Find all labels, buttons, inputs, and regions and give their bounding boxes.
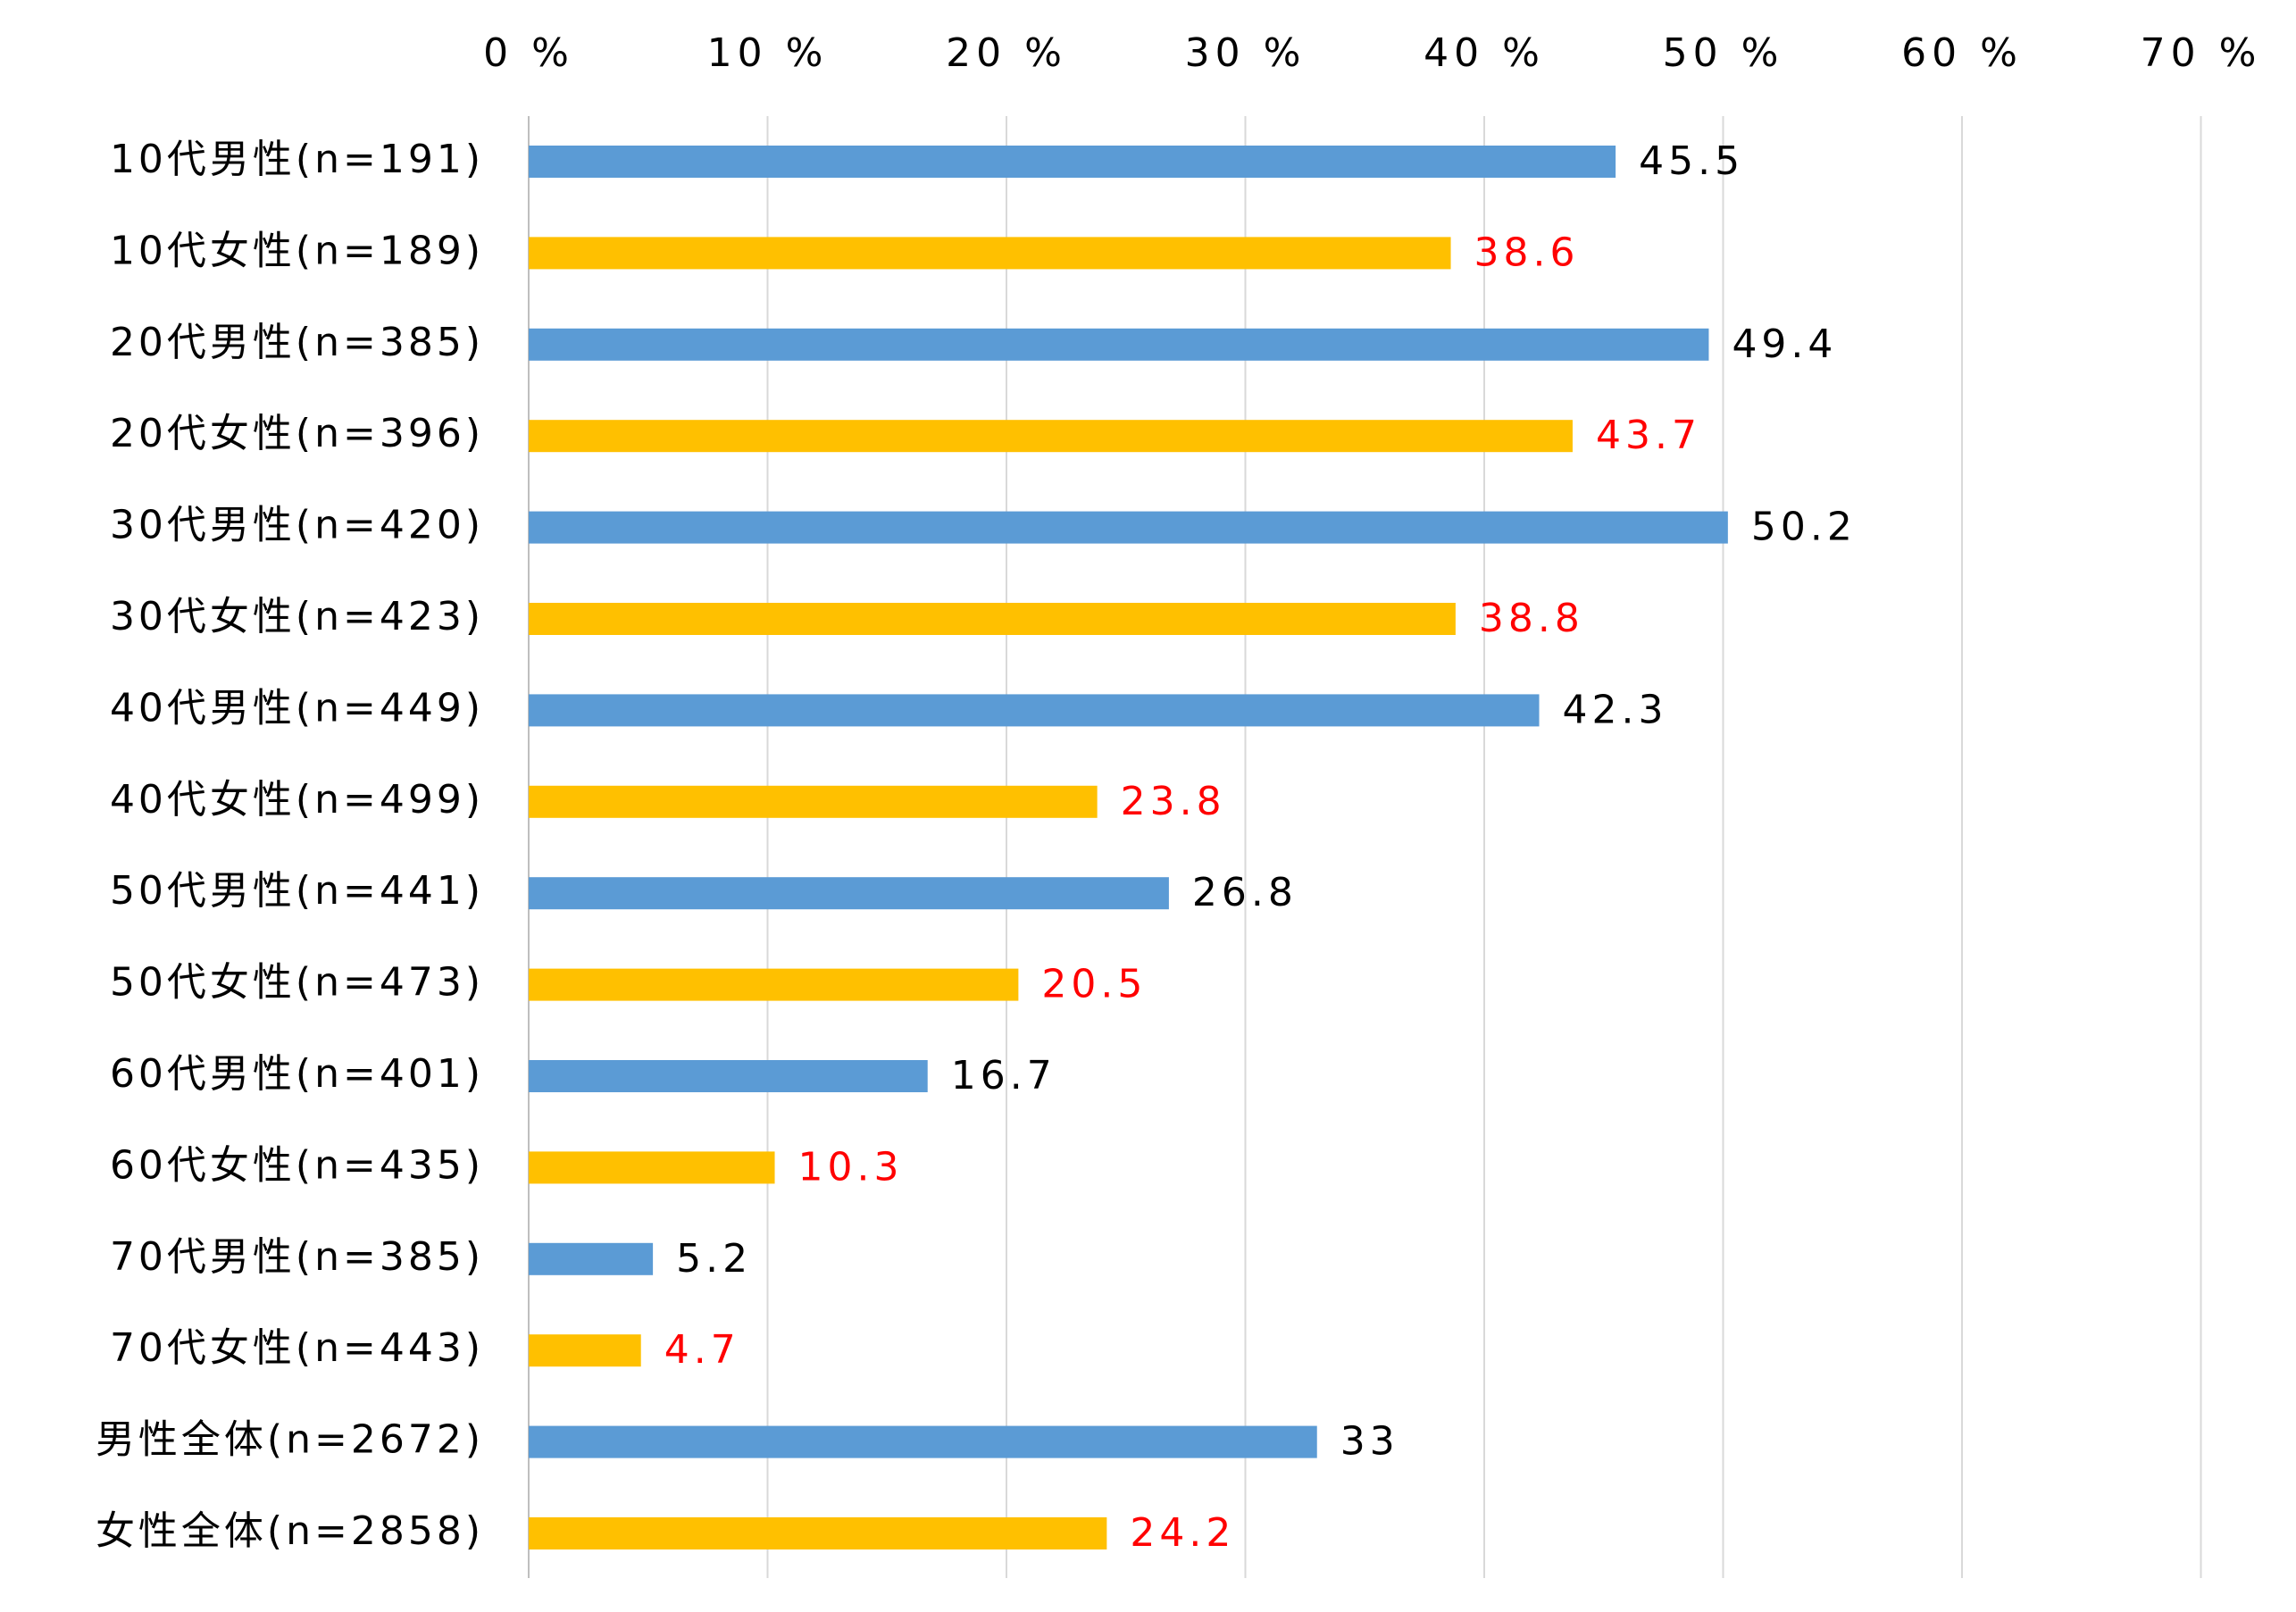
x-tick-label-0: 0 %	[483, 30, 574, 76]
category-label: 20代男性(n=385)	[110, 320, 484, 365]
category-label: 70代男性(n=385)	[110, 1234, 484, 1280]
data-label: 10.3	[798, 1144, 904, 1190]
data-label: 45.5	[1639, 138, 1744, 184]
data-label: 43.7	[1596, 413, 1701, 458]
bars	[529, 146, 1728, 1549]
x-tick-label-20: 20 %	[946, 30, 1067, 76]
category-label: 10代男性(n=191)	[110, 137, 484, 182]
bar-female	[529, 785, 1098, 818]
data-label: 26.8	[1192, 870, 1298, 915]
x-tick-label-40: 40 %	[1424, 30, 1545, 76]
category-label: 40代男性(n=449)	[110, 685, 484, 731]
x-tick-label-30: 30 %	[1185, 30, 1307, 76]
category-label: 60代男性(n=401)	[110, 1051, 484, 1097]
data-label: 38.8	[1479, 596, 1584, 641]
data-label: 42.3	[1563, 687, 1668, 732]
bar-male	[529, 146, 1616, 178]
bar-female	[529, 1334, 641, 1367]
bar-male	[529, 1425, 1317, 1458]
category-label: 30代男性(n=420)	[110, 503, 484, 548]
data-label: 38.6	[1474, 230, 1580, 275]
x-tick-label-70: 70 %	[2141, 30, 2262, 76]
x-axis-tick-labels: 0 % 10 % 20 % 30 % 40 % 50 % 60 % 70 %	[483, 30, 2262, 76]
bar-female	[529, 1517, 1107, 1549]
bar-male	[529, 1242, 654, 1275]
category-label: 女性全体(n=2858)	[96, 1508, 484, 1554]
data-label: 49.4	[1732, 322, 1837, 367]
bar-male	[529, 694, 1540, 727]
x-tick-label-60: 60 %	[1901, 30, 2023, 76]
bar-male	[529, 511, 1728, 544]
bar-female	[529, 420, 1573, 453]
x-tick-label-50: 50 %	[1663, 30, 1784, 76]
data-label: 24.2	[1130, 1510, 1235, 1556]
category-label: 男性全体(n=2672)	[96, 1417, 484, 1463]
category-label: 20代女性(n=396)	[110, 411, 484, 456]
data-label: 16.7	[951, 1053, 1056, 1098]
data-label: 20.5	[1041, 962, 1147, 1007]
data-labels: 45.5 38.6 49.4 43.7 50.2 38.8 42.3 23.8 26.8 20.5…	[664, 138, 1857, 1556]
data-label: 33	[1340, 1419, 1399, 1465]
category-label: 70代女性(n=443)	[110, 1325, 484, 1371]
bar-male	[529, 877, 1169, 910]
category-label: 50代男性(n=441)	[110, 868, 484, 914]
bar-male	[529, 328, 1709, 361]
x-tick-label-10: 10 %	[707, 30, 829, 76]
data-label: 4.7	[664, 1327, 740, 1373]
category-labels: 10代男性(n=191) 10代女性(n=189) 20代男性(n=385) 20代女…	[96, 137, 484, 1554]
data-label: 50.2	[1751, 505, 1857, 550]
bar-male	[529, 1060, 928, 1092]
data-label: 5.2	[676, 1236, 752, 1282]
category-label: 30代女性(n=423)	[110, 594, 484, 639]
bar-female	[529, 603, 1456, 635]
category-label: 10代女性(n=189)	[110, 228, 484, 273]
bar-female	[529, 1151, 775, 1184]
category-label: 40代女性(n=499)	[110, 777, 484, 823]
data-label: 23.8	[1121, 779, 1226, 824]
bar-female	[529, 237, 1451, 270]
bar-female	[529, 968, 1019, 1001]
category-label: 50代女性(n=473)	[110, 960, 484, 1006]
category-label: 60代女性(n=435)	[110, 1142, 484, 1188]
